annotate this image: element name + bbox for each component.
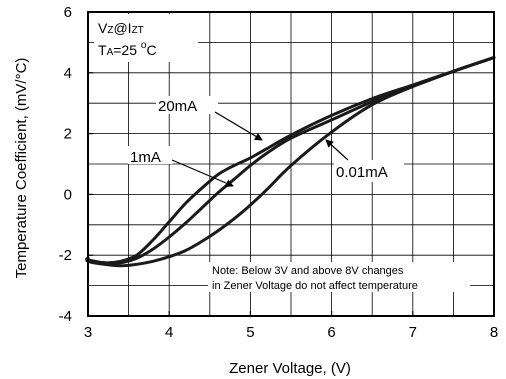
condition-ta-sub: A xyxy=(107,47,114,58)
arrow-001ma xyxy=(325,139,349,161)
condition-izt-sub: ZT xyxy=(132,25,144,36)
callout-001ma: 0.01mA xyxy=(325,139,404,182)
condition-temp: =25 xyxy=(113,42,141,58)
x-axis-title: Zener Voltage, (V) xyxy=(229,360,351,377)
y-tick-label: 6 xyxy=(64,4,72,21)
y-tick-label: 0 xyxy=(64,186,72,203)
conditions-label: VZ@IZT TA=25 oC xyxy=(94,14,198,62)
y-tick-label: 4 xyxy=(64,65,72,82)
condition-vz-sub: Z xyxy=(107,25,113,36)
note-line-1: Note: Below 3V and above 8V changes xyxy=(212,265,404,277)
x-tick-label: 6 xyxy=(327,324,335,341)
plot-frame xyxy=(87,11,495,317)
series-line-1ma xyxy=(85,56,496,265)
condition-ta: T xyxy=(98,42,107,58)
condition-at: @I xyxy=(113,20,131,36)
y-axis-title: Temperature Coefficient, (mV/°C) xyxy=(13,58,30,279)
callout-20ma: 20mA xyxy=(156,96,263,141)
note-box: Note: Below 3V and above 8V changes in Z… xyxy=(208,262,470,292)
arrow-20ma xyxy=(214,111,263,141)
y-tick-label: 2 xyxy=(64,126,72,143)
condition-unit: C xyxy=(146,42,156,58)
x-tick-label: 8 xyxy=(490,324,498,341)
series-line-001ma xyxy=(85,56,496,268)
x-tick-label: 3 xyxy=(84,324,92,341)
arrow-1ma xyxy=(171,159,234,187)
annotation-001ma: 0.01mA xyxy=(336,164,388,181)
condition-degree: o xyxy=(141,40,147,51)
x-tick-label: 5 xyxy=(246,324,254,341)
svg-text:TA=25 oC: TA=25 oC xyxy=(98,40,157,58)
y-tick-label: -2 xyxy=(59,247,72,264)
note-line-2: in Zener Voltage do not affect temperatu… xyxy=(212,280,418,292)
annotation-1ma: 1mA xyxy=(130,149,161,166)
y-tick-label: -4 xyxy=(59,308,72,325)
condition-vz: V xyxy=(98,20,108,36)
annotation-20ma: 20mA xyxy=(158,98,197,115)
callout-1ma: 1mA xyxy=(128,146,234,187)
x-tick-label: 7 xyxy=(409,324,417,341)
series-layer xyxy=(85,56,496,268)
x-tick-label: 4 xyxy=(165,324,173,341)
ticks xyxy=(87,11,495,317)
tick-labels: 3 4 5 6 7 8 -4 -2 0 2 4 6 xyxy=(59,4,499,341)
svg-text:VZ@IZT: VZ@IZT xyxy=(98,20,144,36)
